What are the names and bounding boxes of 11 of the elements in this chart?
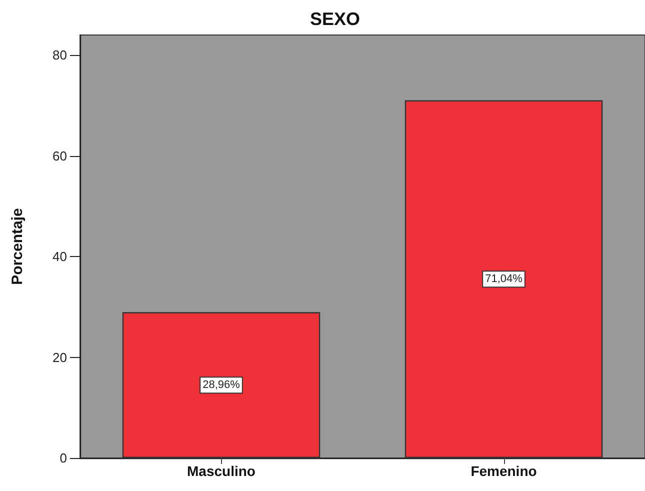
y-tick-label: 60 [52,148,67,164]
x-tick-label: Masculino [187,463,256,479]
chart-title: SEXO [310,9,360,29]
y-tick-label: 80 [52,48,67,63]
data-label: 71,04% [485,273,523,286]
y-tick-label: 40 [52,249,67,264]
y-axis-title: Porcentaje [9,208,26,285]
x-tick-label: Femenino [470,463,537,479]
y-tick-label: 0 [60,450,67,466]
y-tick-label: 20 [52,350,67,365]
data-label: 28,96% [202,379,240,392]
